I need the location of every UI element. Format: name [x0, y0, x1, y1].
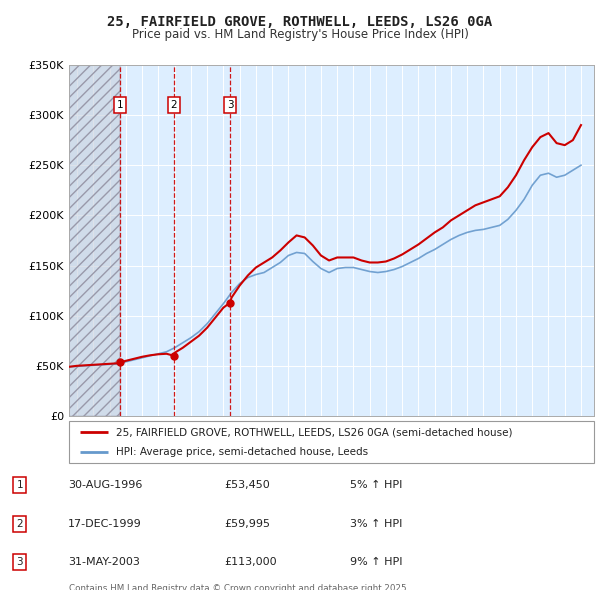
Text: 1: 1: [117, 100, 124, 110]
Text: Contains HM Land Registry data © Crown copyright and database right 2025.
This d: Contains HM Land Registry data © Crown c…: [69, 584, 409, 590]
Text: HPI: Average price, semi-detached house, Leeds: HPI: Average price, semi-detached house,…: [116, 447, 368, 457]
Text: 3: 3: [227, 100, 233, 110]
Text: £113,000: £113,000: [224, 557, 277, 567]
Text: Price paid vs. HM Land Registry's House Price Index (HPI): Price paid vs. HM Land Registry's House …: [131, 28, 469, 41]
Text: 17-DEC-1999: 17-DEC-1999: [68, 519, 142, 529]
Text: 5% ↑ HPI: 5% ↑ HPI: [350, 480, 403, 490]
Text: 3% ↑ HPI: 3% ↑ HPI: [350, 519, 403, 529]
Text: 1: 1: [17, 480, 23, 490]
Text: 25, FAIRFIELD GROVE, ROTHWELL, LEEDS, LS26 0GA: 25, FAIRFIELD GROVE, ROTHWELL, LEEDS, LS…: [107, 15, 493, 29]
Bar: [69, 65, 121, 416]
Bar: [69, 65, 121, 416]
Text: 3: 3: [17, 557, 23, 567]
Text: 30-AUG-1996: 30-AUG-1996: [68, 480, 142, 490]
Text: 2: 2: [170, 100, 178, 110]
Text: 9% ↑ HPI: 9% ↑ HPI: [350, 557, 403, 567]
Text: 31-MAY-2003: 31-MAY-2003: [68, 557, 140, 567]
Text: 2: 2: [17, 519, 23, 529]
Text: £59,995: £59,995: [224, 519, 270, 529]
Text: 25, FAIRFIELD GROVE, ROTHWELL, LEEDS, LS26 0GA (semi-detached house): 25, FAIRFIELD GROVE, ROTHWELL, LEEDS, LS…: [116, 428, 513, 438]
FancyBboxPatch shape: [69, 421, 594, 463]
Text: £53,450: £53,450: [224, 480, 269, 490]
